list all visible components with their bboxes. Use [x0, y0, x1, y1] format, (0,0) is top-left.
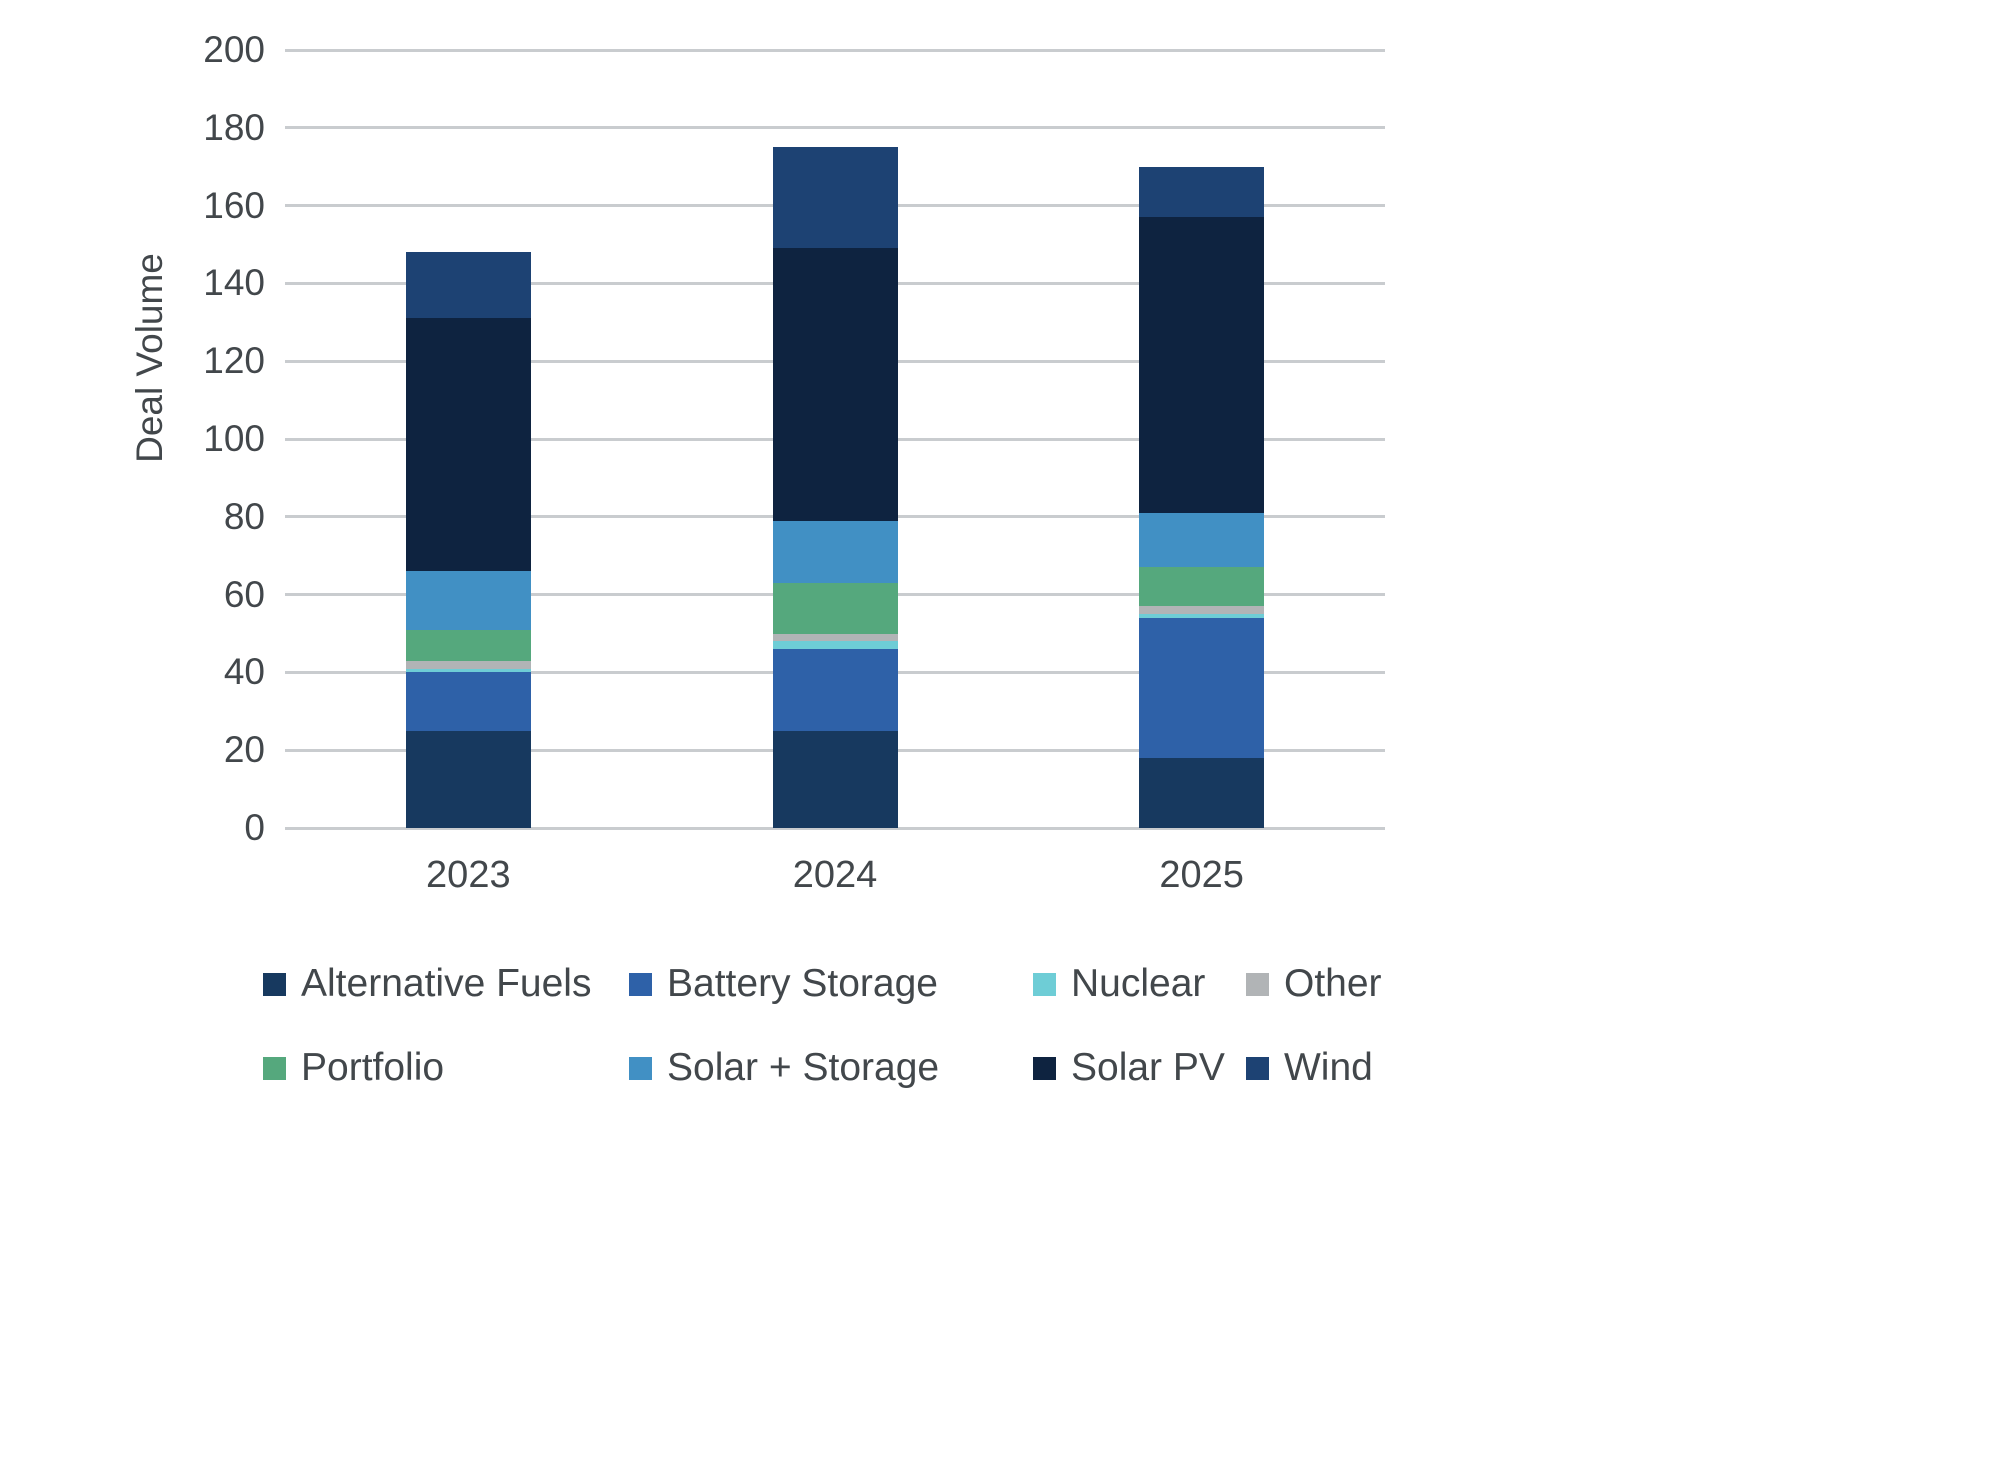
legend-item-other: Other	[1246, 960, 1382, 1008]
y-tick-label: 200	[203, 29, 265, 70]
y-tick-label: 60	[223, 573, 265, 615]
y-axis-tick-labels: 0 20 40 60 80 100 120 140 160 180 200	[130, 29, 265, 848]
segment-alternative-fuels	[772, 730, 898, 828]
segment-battery-storage	[772, 649, 898, 731]
legend-swatch-battery-storage	[629, 972, 652, 996]
bar-2024	[772, 50, 898, 828]
legend-label: Portfolio	[301, 1046, 445, 1089]
legend-swatch-solar-storage	[629, 1056, 652, 1080]
x-tick-label: 2024	[792, 854, 878, 896]
x-tick-label: 2023	[426, 854, 511, 896]
x-tick-label: 2025	[1159, 854, 1244, 896]
y-tick-label: 0	[244, 807, 265, 848]
segment-wind	[772, 147, 898, 249]
segment-solar-storage	[405, 571, 531, 630]
y-tick-label: 100	[203, 418, 265, 459]
segment-alternative-fuels	[1139, 757, 1265, 828]
y-tick-label: 160	[203, 184, 265, 226]
legend-swatch-alternative-fuels	[263, 972, 286, 996]
legend-label: Wind	[1284, 1046, 1373, 1089]
legend-item-solar-pv: Solar PV	[1033, 1044, 1246, 1092]
segment-solar-pv	[405, 318, 531, 572]
legend-swatch-wind	[1246, 1056, 1269, 1080]
legend-label: Nuclear	[1071, 962, 1206, 1005]
gridline-180	[285, 126, 1385, 130]
segment-nuclear	[1139, 614, 1265, 618]
legend-label: Alternative Fuels	[301, 962, 592, 1005]
legend-item-solar-storage: Solar + Storage	[629, 1044, 1033, 1092]
segment-portfolio	[772, 582, 898, 634]
legend-label: Battery Storage	[667, 962, 938, 1005]
segment-solar-storage	[772, 520, 898, 583]
segment-alternative-fuels	[405, 730, 531, 828]
x-axis-labels: 2023 2024 2025	[285, 852, 1385, 902]
legend-swatch-solar-pv	[1033, 1056, 1056, 1080]
legend-label: Solar + Storage	[667, 1046, 940, 1089]
y-tick-label: 180	[203, 106, 265, 148]
legend-item-portfolio: Portfolio	[263, 1044, 629, 1092]
bar-2023	[405, 50, 531, 828]
y-tick-label: 20	[223, 729, 265, 771]
segment-battery-storage	[1139, 617, 1265, 758]
legend-item-battery-storage: Battery Storage	[629, 960, 1033, 1008]
segment-nuclear	[772, 641, 898, 650]
segment-battery-storage	[405, 672, 531, 731]
segment-wind	[1139, 166, 1265, 218]
legend-item-nuclear: Nuclear	[1033, 960, 1246, 1008]
bar-2025	[1139, 50, 1265, 828]
segment-portfolio	[1139, 567, 1265, 607]
legend-label: Solar PV	[1071, 1046, 1225, 1089]
segment-solar-pv	[772, 248, 898, 521]
legend-item-alternative-fuels: Alternative Fuels	[263, 960, 629, 1008]
legend-label: Other	[1284, 962, 1382, 1005]
y-tick-label: 140	[203, 262, 265, 304]
segment-other	[405, 660, 531, 669]
segment-portfolio	[405, 629, 531, 661]
y-tick-label: 80	[223, 495, 265, 537]
legend-swatch-portfolio	[263, 1056, 286, 1080]
segment-wind	[405, 252, 531, 319]
gridline-200	[285, 48, 1385, 52]
segment-nuclear	[405, 668, 531, 673]
legend-item-wind: Wind	[1246, 1044, 1382, 1092]
plot-area	[285, 48, 1385, 830]
gridline-0	[285, 826, 1385, 830]
y-tick-label: 40	[223, 651, 265, 693]
segment-solar-storage	[1139, 512, 1265, 568]
y-tick-label: 120	[203, 340, 265, 382]
segment-other	[772, 633, 898, 642]
legend: Alternative Fuels Battery Storage Nuclear O…	[263, 960, 1382, 1092]
legend-swatch-nuclear	[1033, 972, 1056, 996]
segment-solar-pv	[1139, 217, 1265, 513]
legend-swatch-other	[1246, 972, 1269, 996]
segment-other	[1139, 606, 1265, 615]
